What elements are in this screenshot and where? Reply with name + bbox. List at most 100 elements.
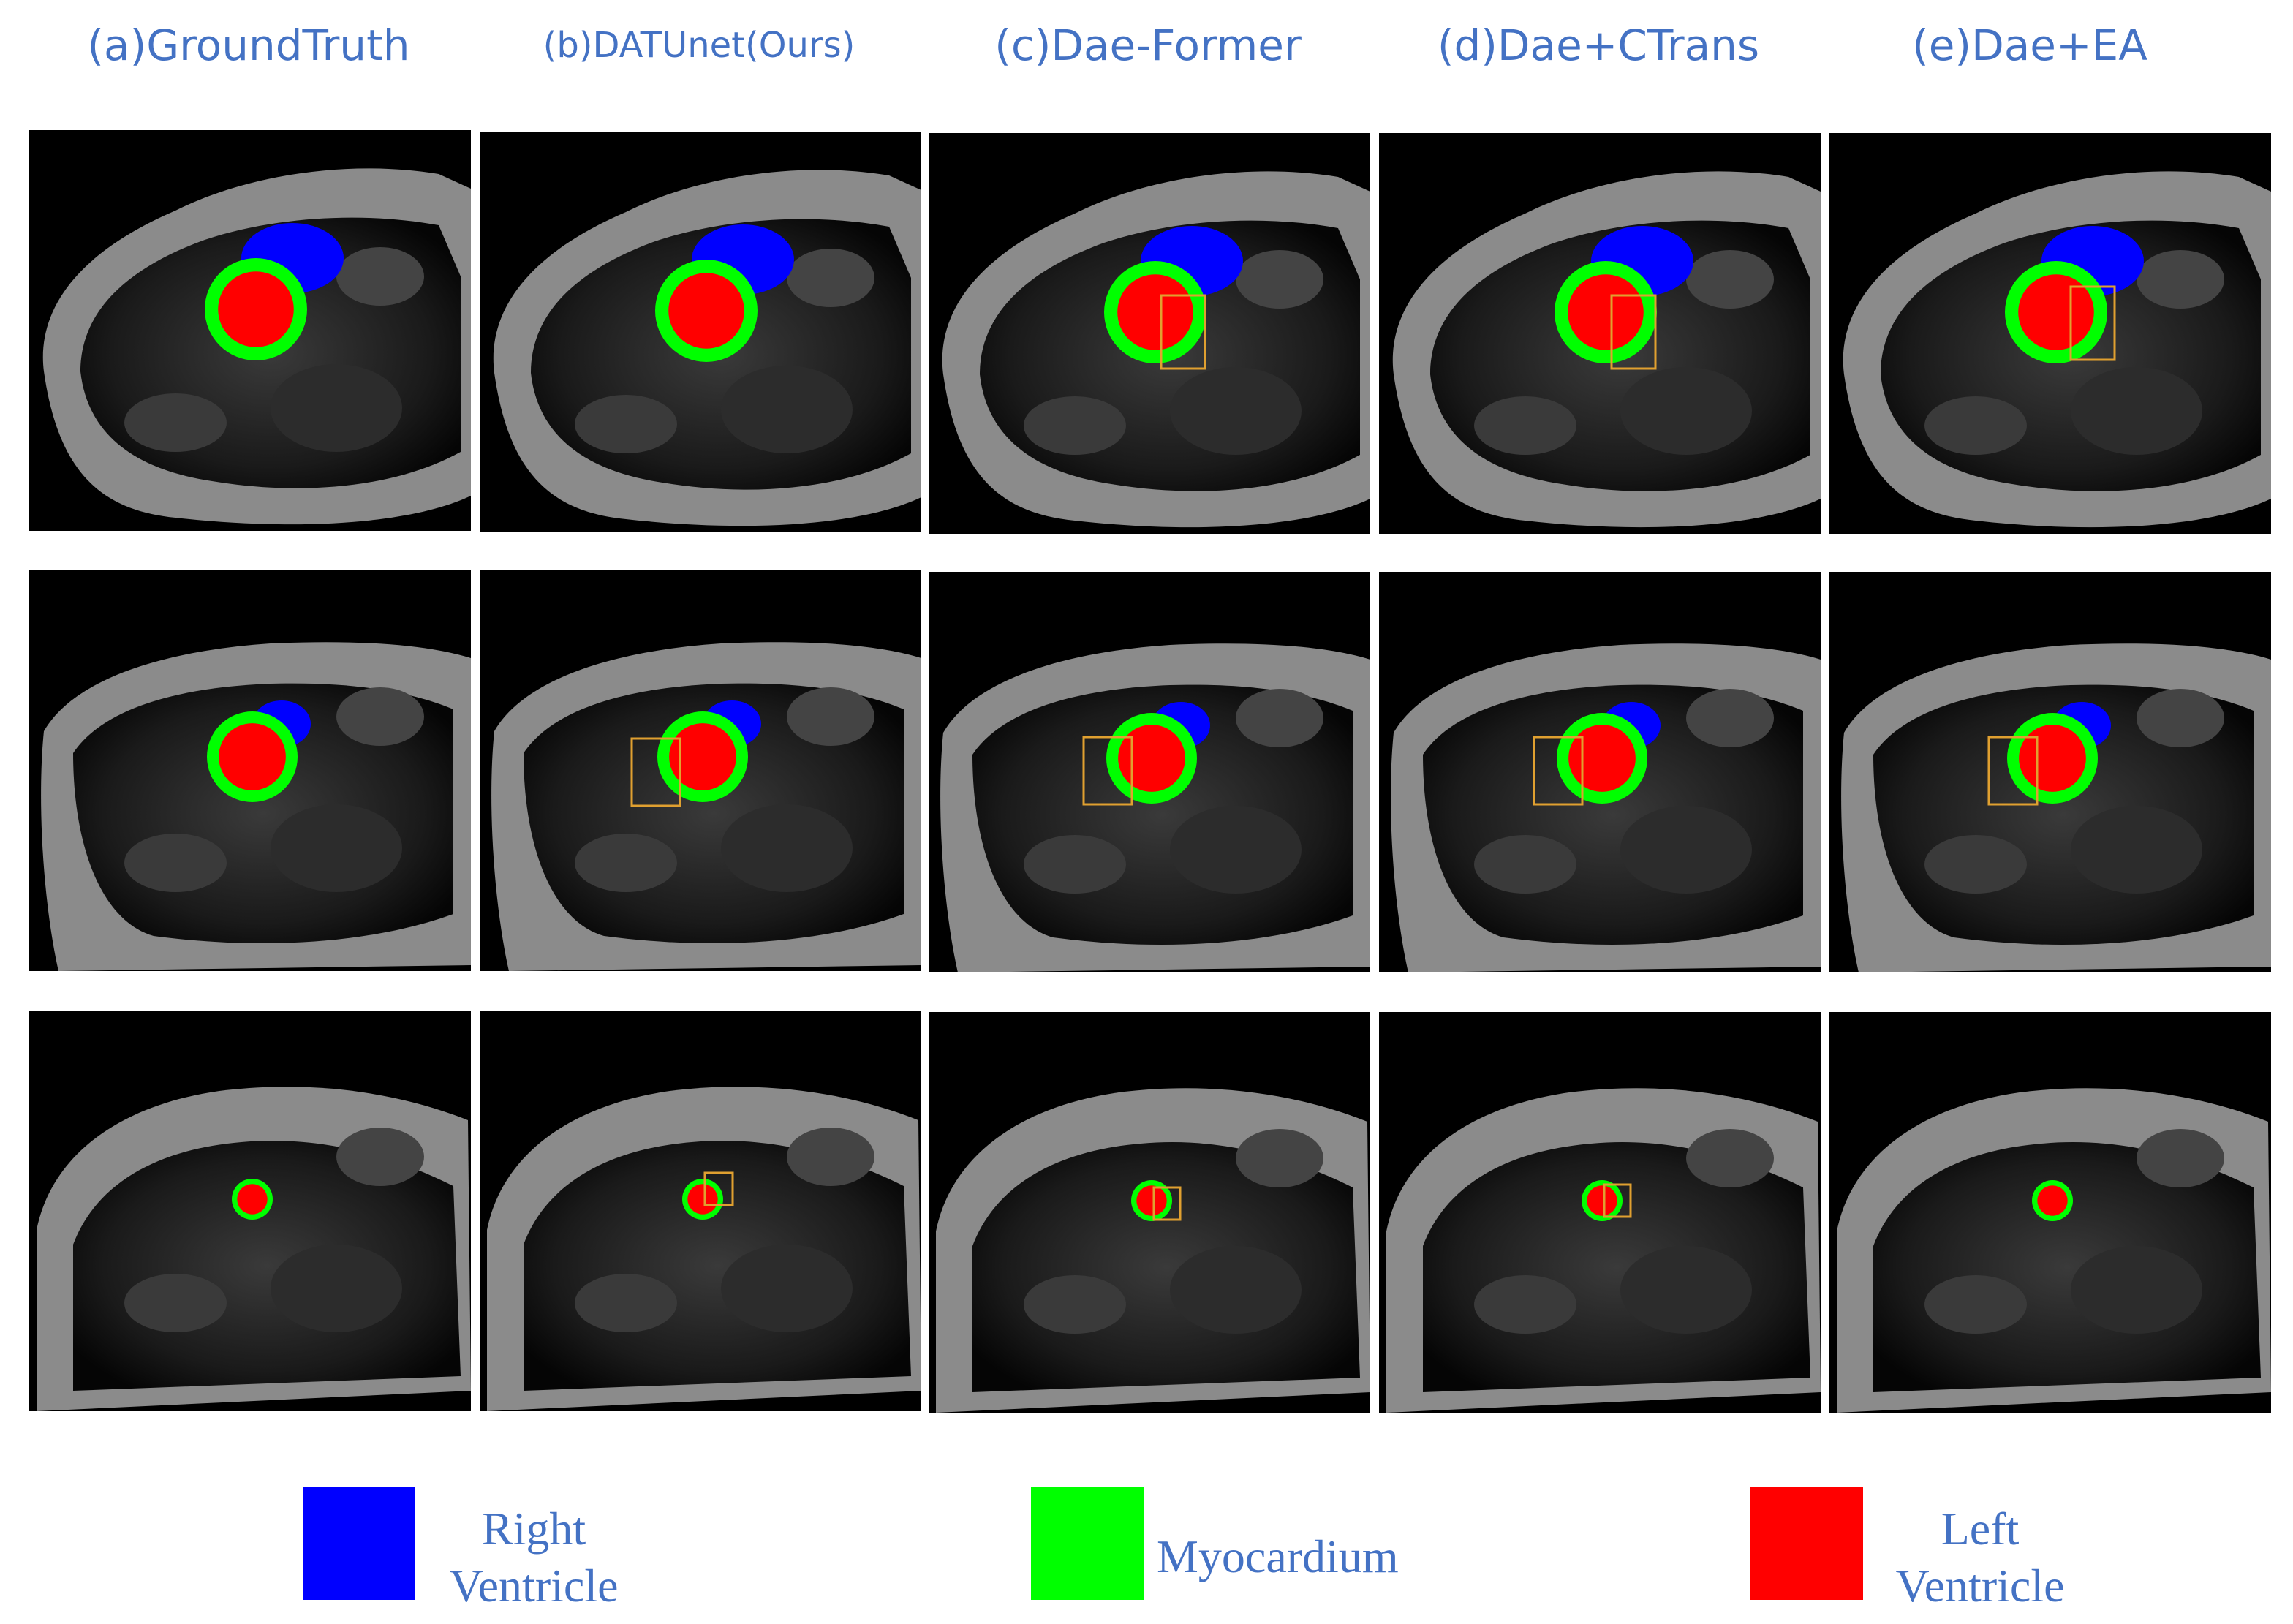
highlight-box bbox=[1152, 1186, 1182, 1221]
mri-panel-row1-dae-ctrans bbox=[1379, 133, 1821, 534]
mri-organ-shadow bbox=[2137, 689, 2224, 747]
mri-organ-shadow bbox=[2071, 806, 2202, 894]
highlight-box bbox=[2069, 285, 2116, 361]
highlight-box bbox=[1533, 736, 1584, 806]
mri-panel-row2-datunet bbox=[480, 570, 921, 971]
mri-organ-shadow bbox=[1686, 250, 1774, 309]
legend-left-ventricle-line1: Left bbox=[1941, 1503, 2020, 1555]
mri-organ-shadow bbox=[2137, 250, 2224, 309]
mri-organ-shadow bbox=[575, 1274, 677, 1332]
mri-organ-shadow bbox=[1474, 835, 1576, 894]
mri-organ-shadow bbox=[1024, 396, 1126, 455]
column-title-dae-ctrans: (d)Dae+CTrans bbox=[1437, 20, 1760, 70]
mri-organ-shadow bbox=[1474, 1275, 1576, 1334]
left-ventricle-mask bbox=[668, 273, 744, 349]
left-ventricle-mask bbox=[1117, 274, 1193, 350]
mri-organ-shadow bbox=[271, 1245, 402, 1332]
legend-swatch-left-ventricle bbox=[1750, 1487, 1863, 1600]
mri-organ-shadow bbox=[2137, 1129, 2224, 1187]
mri-organ-shadow bbox=[2071, 367, 2202, 455]
mri-organ-shadow bbox=[787, 1128, 874, 1186]
legend-label-myocardium: Myocardium bbox=[1157, 1530, 1399, 1582]
highlight-box bbox=[703, 1171, 734, 1206]
mri-organ-shadow bbox=[124, 834, 227, 892]
left-ventricle-mask bbox=[1118, 725, 1185, 792]
mri-organ-shadow bbox=[1924, 396, 2027, 455]
mri-organ-shadow bbox=[1024, 1275, 1126, 1334]
mri-organ-shadow bbox=[721, 366, 853, 453]
mri-organ-shadow bbox=[787, 249, 874, 307]
mri-organ-shadow bbox=[1620, 806, 1752, 894]
legend-right-ventricle-line2: Ventricle bbox=[449, 1560, 619, 1612]
mri-organ-shadow bbox=[1236, 250, 1323, 309]
mri-organ-shadow bbox=[1620, 367, 1752, 455]
left-ventricle-mask bbox=[237, 1184, 268, 1215]
mri-panel-row1-datunet bbox=[480, 132, 921, 532]
mri-organ-shadow bbox=[336, 247, 424, 306]
mri-organ-shadow bbox=[575, 395, 677, 453]
mri-organ-shadow bbox=[336, 1128, 424, 1186]
column-title-dae-former: (c)Dae-Former bbox=[994, 20, 1302, 70]
left-ventricle-mask bbox=[1568, 274, 1644, 350]
highlight-box bbox=[1610, 294, 1657, 370]
left-ventricle-mask bbox=[1587, 1185, 1617, 1216]
mri-panel-row2-dae-ctrans bbox=[1379, 572, 1821, 972]
mri-organ-shadow bbox=[1024, 835, 1126, 894]
mri-organ-shadow bbox=[787, 687, 874, 746]
legend-label-left-ventricle: Left Ventricle bbox=[1870, 1500, 2090, 1614]
mri-organ-shadow bbox=[124, 393, 227, 452]
mri-organ-shadow bbox=[271, 364, 402, 452]
mri-panel-row3-datunet bbox=[480, 1011, 921, 1411]
mri-panel-row1-dae-ea bbox=[1829, 133, 2271, 534]
legend-right-ventricle-line1: Right bbox=[481, 1503, 586, 1555]
mri-organ-shadow bbox=[124, 1274, 227, 1332]
mri-organ-shadow bbox=[1686, 689, 1774, 747]
mri-organ-shadow bbox=[336, 687, 424, 746]
highlight-box bbox=[1160, 294, 1206, 370]
mri-organ-shadow bbox=[721, 804, 853, 892]
left-ventricle-mask bbox=[219, 723, 286, 790]
mri-panel-row2-dae-former bbox=[929, 572, 1370, 972]
legend-swatch-right-ventricle bbox=[303, 1487, 415, 1600]
left-ventricle-mask bbox=[1136, 1185, 1167, 1216]
mri-organ-shadow bbox=[271, 804, 402, 892]
highlight-box bbox=[630, 737, 681, 807]
legend-swatch-myocardium bbox=[1031, 1487, 1144, 1600]
mri-panel-row3-dae-former bbox=[929, 1012, 1370, 1413]
highlight-box bbox=[1987, 736, 2039, 806]
mri-panel-row3-dae-ctrans bbox=[1379, 1012, 1821, 1413]
left-ventricle-mask bbox=[687, 1184, 718, 1215]
left-ventricle-mask bbox=[669, 723, 736, 790]
mri-organ-shadow bbox=[1170, 1246, 1302, 1334]
column-title-groundtruth: (a)GroundTruth bbox=[87, 20, 410, 70]
legend-left-ventricle-line2: Ventricle bbox=[1895, 1560, 2065, 1612]
mri-panel-row2-dae-ea bbox=[1829, 572, 2271, 972]
column-title-dae-ea: (e)Dae+EA bbox=[1912, 20, 2147, 70]
mri-organ-shadow bbox=[1236, 689, 1323, 747]
mri-organ-shadow bbox=[1236, 1129, 1323, 1187]
mri-organ-shadow bbox=[721, 1245, 853, 1332]
mri-panel-row3-dae-ea bbox=[1829, 1012, 2271, 1413]
mri-organ-shadow bbox=[1170, 367, 1302, 455]
left-ventricle-mask bbox=[218, 271, 294, 347]
mri-organ-shadow bbox=[1170, 806, 1302, 894]
mri-organ-shadow bbox=[1620, 1246, 1752, 1334]
mri-panel-row1-groundtruth bbox=[29, 130, 471, 531]
mri-organ-shadow bbox=[575, 834, 677, 892]
mri-panel-row1-dae-former bbox=[929, 133, 1370, 534]
mri-organ-shadow bbox=[1474, 396, 1576, 455]
left-ventricle-mask bbox=[1568, 725, 1636, 792]
legend-label-right-ventricle: Right Ventricle bbox=[424, 1500, 643, 1614]
column-title-datunet: (b)DATUnet(Ours) bbox=[543, 25, 855, 66]
mri-organ-shadow bbox=[1686, 1129, 1774, 1187]
left-ventricle-mask bbox=[2037, 1185, 2068, 1216]
highlight-box bbox=[1603, 1183, 1632, 1218]
mri-panel-row2-groundtruth bbox=[29, 570, 471, 971]
mri-panel-row3-groundtruth bbox=[29, 1011, 471, 1411]
highlight-box bbox=[1082, 736, 1133, 806]
left-ventricle-mask bbox=[2018, 274, 2094, 350]
left-ventricle-mask bbox=[2019, 725, 2086, 792]
mri-organ-shadow bbox=[2071, 1246, 2202, 1334]
mri-organ-shadow bbox=[1924, 835, 2027, 894]
mri-organ-shadow bbox=[1924, 1275, 2027, 1334]
